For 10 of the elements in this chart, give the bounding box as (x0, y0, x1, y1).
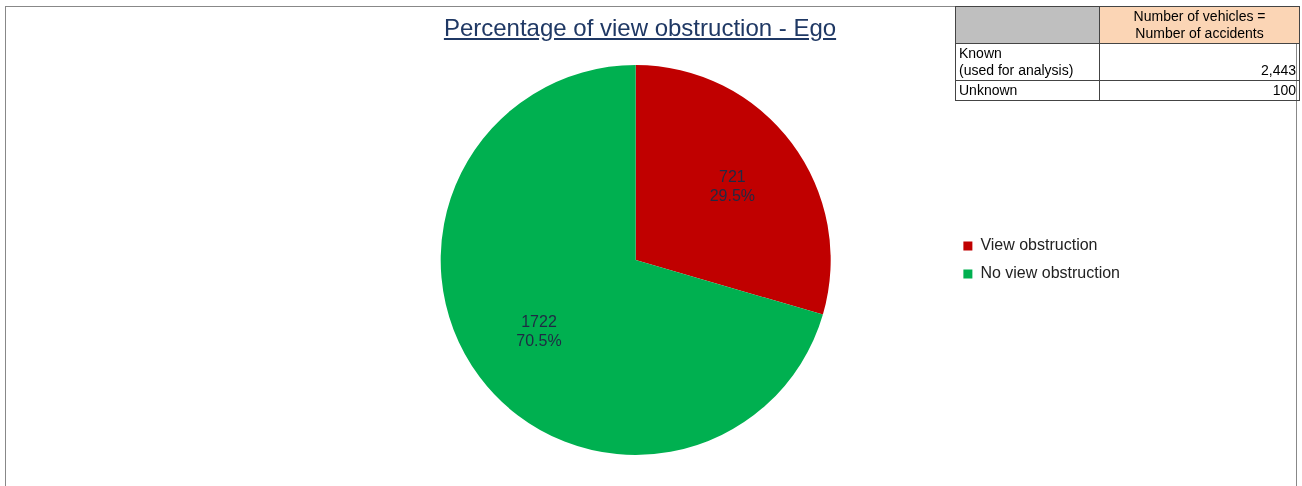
text: 100 (1099, 80, 1300, 101)
text: 2,443 (1099, 43, 1300, 81)
text: Known (used for analysis) (955, 43, 1100, 81)
legend-label: View obstruction (980, 236, 1098, 254)
data-label: 721 29.5% (709, 168, 756, 205)
text: Unknown (955, 80, 1100, 101)
text: Number of vehicles = Number of accidents (1099, 6, 1300, 44)
data-label: 1722 70.5% (516, 313, 562, 350)
chart-title: Percentage of view obstruction - Ego (443, 14, 837, 41)
legend-label: No view obstruction (980, 264, 1121, 282)
